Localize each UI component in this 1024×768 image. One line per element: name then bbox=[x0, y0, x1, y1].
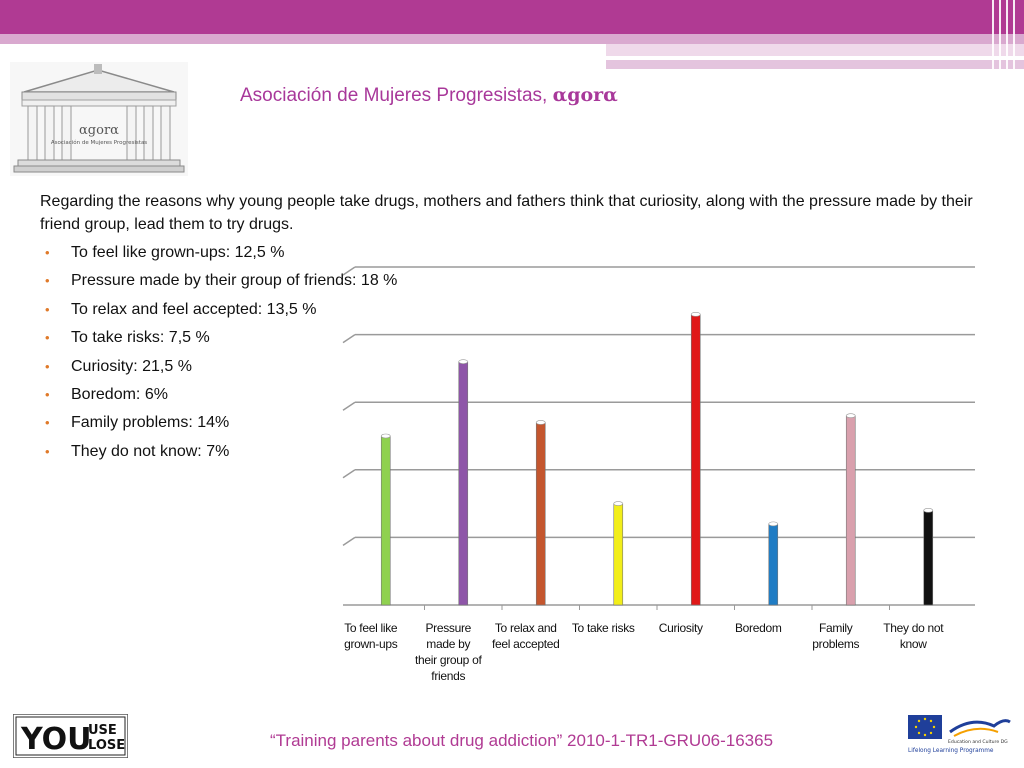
list-item-text: To take risks: 7,5 % bbox=[71, 329, 210, 347]
x-tick-label: To take risks bbox=[564, 620, 642, 636]
x-tick-label-line: friends bbox=[431, 669, 466, 683]
bar bbox=[845, 415, 856, 606]
bullet-icon: • bbox=[45, 273, 50, 289]
gridline-depth bbox=[342, 266, 356, 276]
you-use-lose-logo: YOU USE LOSE bbox=[13, 714, 128, 758]
x-tick-label-line: Family bbox=[818, 621, 853, 635]
x-axis-labels: To feel like grown-ups Pressure made by thei… bbox=[340, 620, 980, 690]
title-brand: αgorα bbox=[552, 84, 618, 106]
bar bbox=[768, 523, 779, 606]
bar-cap bbox=[613, 501, 624, 506]
x-tick-label: Boredom bbox=[719, 620, 797, 636]
list-item: • Curiosity: 21,5 % bbox=[45, 354, 397, 382]
bullet-icon: • bbox=[45, 245, 50, 260]
x-tick-label-line: Curiosity bbox=[658, 621, 703, 635]
list-item-text: Family problems: 14% bbox=[71, 414, 230, 432]
page-title: Asociación de Mujeres Progresistas, αgor… bbox=[240, 84, 618, 107]
bullet-icon: • bbox=[45, 301, 50, 317]
bullet-icon: • bbox=[45, 415, 50, 431]
list-item-text: Pressure made by their group of friends:… bbox=[71, 272, 398, 290]
logo-caption: Asociación de Mujeres Progresistas bbox=[51, 139, 147, 146]
bar-cap bbox=[380, 433, 391, 439]
list-item-text: To relax and feel accepted: 13,5 % bbox=[71, 300, 317, 318]
top-banner bbox=[0, 0, 1024, 34]
list-item-text: They do not know: 7% bbox=[71, 442, 230, 460]
bar bbox=[458, 361, 469, 606]
gridline-depth bbox=[342, 469, 356, 479]
title-text: Asociación de Mujeres Progresistas, bbox=[240, 85, 553, 106]
agora-logo: αgorα Asociación de Mujeres Progresistas bbox=[10, 62, 188, 176]
bar bbox=[923, 510, 934, 606]
list-item: • Family problems: 14% bbox=[45, 410, 397, 438]
bar-cap bbox=[535, 420, 546, 425]
footer-text: “Training parents about drug addiction” … bbox=[270, 731, 774, 750]
decorative-lines bbox=[990, 0, 1020, 75]
x-tick-label-line: They do not bbox=[883, 621, 944, 635]
bar-cap bbox=[845, 413, 856, 419]
x-tick-label: Family problems bbox=[797, 620, 875, 652]
list-item: • To take risks: 7,5 % bbox=[45, 325, 397, 353]
x-tick-label-line: problems bbox=[812, 637, 860, 651]
eu-line2: Lifelong Learning Programme bbox=[908, 748, 994, 754]
bar-cap bbox=[690, 312, 701, 317]
x-tick-label-line: their group of bbox=[414, 653, 482, 667]
bar bbox=[535, 422, 546, 606]
bar bbox=[613, 503, 624, 606]
list-item: • Boredom: 6% bbox=[45, 382, 397, 410]
x-tick-label: Curiosity bbox=[642, 620, 720, 636]
gridline-depth bbox=[342, 333, 356, 344]
x-tick-label-line: grown-ups bbox=[344, 637, 398, 651]
bullet-icon: • bbox=[45, 330, 50, 346]
logo-you: YOU bbox=[20, 722, 92, 757]
bullet-icon: • bbox=[45, 358, 50, 374]
bar bbox=[690, 314, 701, 606]
list-item-text: Curiosity: 21,5 % bbox=[71, 357, 192, 375]
x-tick-label-line: feel accepted bbox=[492, 637, 560, 651]
bar-cap bbox=[923, 508, 934, 513]
x-tick-label: To relax and feel accepted bbox=[487, 620, 565, 652]
bullet-icon: • bbox=[45, 386, 50, 402]
intro-paragraph: Regarding the reasons why young people t… bbox=[40, 193, 973, 233]
logo-use: USE bbox=[88, 723, 117, 738]
list-item: • Pressure made by their group of friends… bbox=[45, 268, 397, 296]
x-tick-label: Pressure made by their group of friends bbox=[409, 620, 487, 684]
top-stripe bbox=[0, 34, 1024, 44]
logo-brand: αgorα bbox=[79, 123, 119, 138]
eu-lifelong-learning-logo: Education and Culture DG Lifelong Learni… bbox=[908, 715, 1011, 754]
x-tick-label: They do not know bbox=[874, 620, 952, 652]
list-item-text: Boredom: 6% bbox=[71, 385, 168, 403]
x-tick-label-line: To relax and bbox=[494, 621, 557, 635]
top-stripe-light bbox=[606, 44, 1024, 56]
x-tick-label-line: To feel like bbox=[344, 621, 398, 635]
x-tick-label-line: Pressure bbox=[425, 621, 472, 635]
list-item: • They do not know: 7% bbox=[45, 439, 397, 467]
list-item: • To relax and feel accepted: 13,5 % bbox=[45, 297, 397, 325]
bar-cap bbox=[768, 521, 779, 527]
x-tick-label-line: Boredom bbox=[734, 621, 782, 635]
x-tick-label: To feel like grown-ups bbox=[332, 620, 410, 652]
top-stripe-light bbox=[606, 60, 1024, 69]
x-tick-label-line: made by bbox=[426, 637, 471, 651]
list-item-text: To feel like grown-ups: 12,5 % bbox=[71, 244, 285, 261]
x-tick-label-line: To take risks bbox=[571, 621, 635, 635]
bar-cap bbox=[458, 359, 469, 364]
gridline-depth bbox=[342, 401, 356, 411]
logo-lose: LOSE bbox=[88, 738, 125, 753]
gridline-depth bbox=[342, 536, 356, 547]
reasons-bar-chart bbox=[342, 266, 975, 610]
bar bbox=[380, 435, 391, 606]
list-item: • To feel like grown-ups: 12,5 % bbox=[45, 240, 397, 268]
x-tick-label-line: know bbox=[899, 637, 927, 651]
eu-line1: Education and Culture DG bbox=[948, 739, 1008, 745]
bullet-icon: • bbox=[45, 443, 50, 459]
reason-list: • To feel like grown-ups: 12,5 % • Pressure… bbox=[45, 240, 397, 467]
